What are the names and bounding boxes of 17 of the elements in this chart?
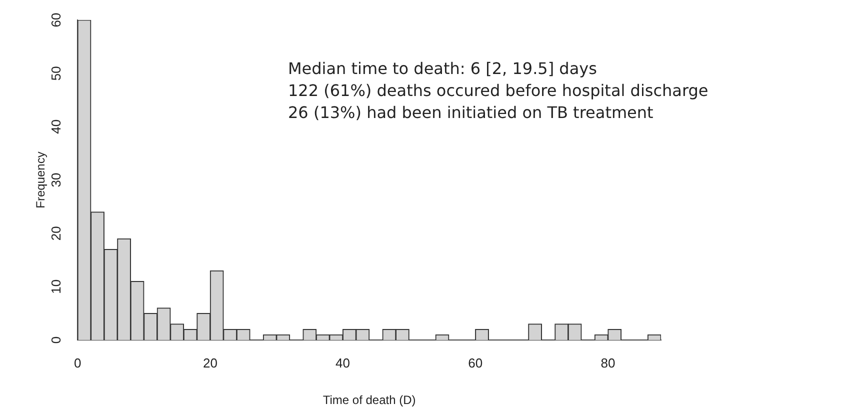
y-tick-label: 10 [48, 279, 64, 294]
annotation: Median time to death: 6 [2, 19.5] days [288, 59, 597, 78]
annotation: 122 (61%) deaths occured before hospital discharge [288, 81, 708, 100]
y-tick-label: 50 [48, 66, 64, 81]
y-tick-label: 0 [48, 336, 64, 344]
y-axis-title: Frequency [34, 152, 48, 208]
x-tick-label: 0 [74, 355, 82, 370]
y-tick-label: 20 [48, 226, 64, 241]
annotation: 26 (13%) had been initiatied on TB treatment [288, 103, 654, 122]
y-tick-label: 30 [48, 172, 64, 188]
x-tick-label: 60 [468, 355, 483, 370]
x-tick-label: 40 [336, 355, 350, 370]
y-tick-label: 60 [48, 12, 64, 28]
x-tick-label: 20 [202, 355, 218, 370]
x-tick-label: 80 [600, 355, 616, 370]
y-tick-label: 40 [48, 119, 64, 134]
x-axis-title: Time of death (D) [322, 393, 416, 408]
